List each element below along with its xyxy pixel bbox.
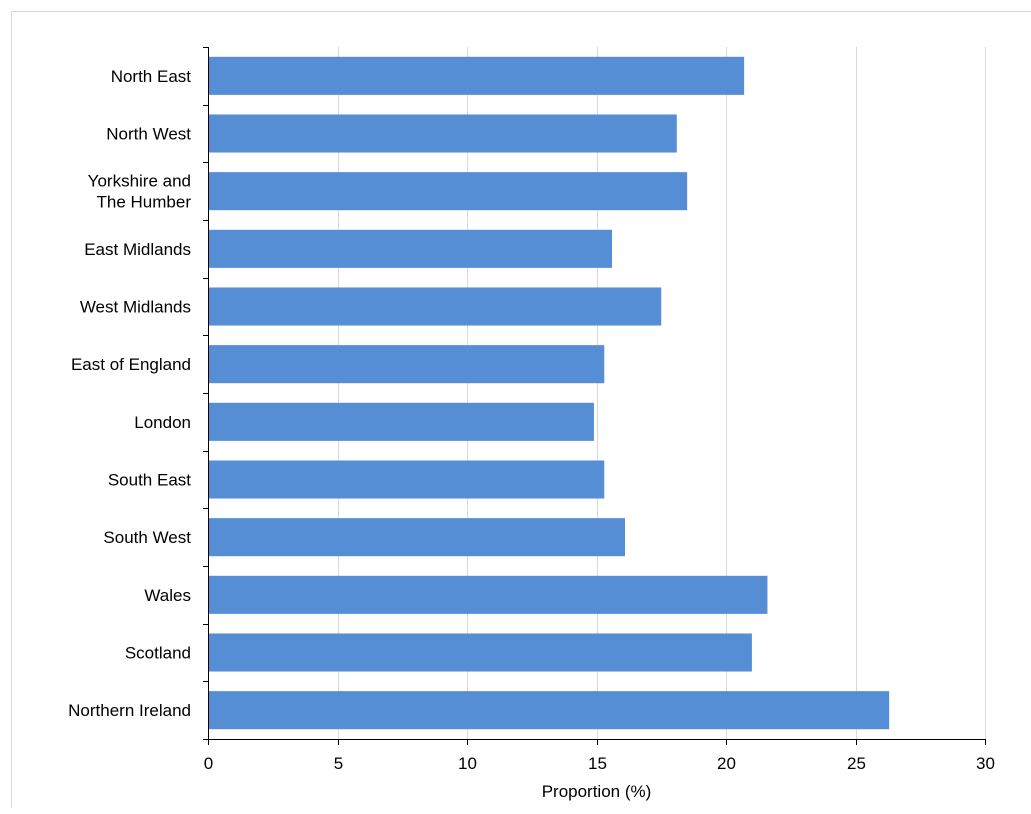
y-tick-label: Scotland [125,644,191,663]
y-tick-label: South East [108,471,191,490]
y-tick-label: East Midlands [84,240,191,259]
y-tick-label: West Midlands [80,298,191,317]
grid-lines [338,47,986,739]
x-tick-labels: 0 5 10 15 20 25 30 [204,754,995,773]
bar [209,518,625,557]
x-tick-label: 10 [458,754,477,773]
y-tick-label: London [134,413,191,432]
y-tick-label: Wales [144,586,191,605]
y-tick-label: Yorkshire and The Humber [88,172,192,212]
bar [209,114,677,153]
x-tick-label: 30 [976,754,995,773]
bar [209,402,594,441]
x-tick-label: 25 [847,754,866,773]
bar [209,633,752,672]
x-tick-label: 5 [334,754,343,773]
y-tick-label: South West [103,528,191,547]
x-axis-title: Proportion (%) [542,782,652,801]
y-tick-label: Northern Ireland [68,701,191,720]
bar [209,691,890,730]
y-tick-label: East of England [71,355,191,374]
bar [209,172,688,211]
chart-frame: North East North West Yorkshire and The Hum… [11,11,1031,808]
x-tick-label: 15 [588,754,607,773]
bar-chart: North East North West Yorkshire and The Hum… [68,47,995,801]
bar [209,460,605,499]
bar [209,56,745,95]
bar [209,229,613,268]
y-tick-label: North West [106,125,191,144]
bar [209,287,662,326]
y-tick-label: North East [111,67,192,86]
x-tick-label: 20 [717,754,736,773]
axes [203,47,986,745]
bar [209,345,605,384]
bar [209,575,768,614]
bars [209,56,890,730]
x-tick-label: 0 [204,754,213,773]
y-tick-labels: North East North West Yorkshire and The Hum… [68,67,191,720]
